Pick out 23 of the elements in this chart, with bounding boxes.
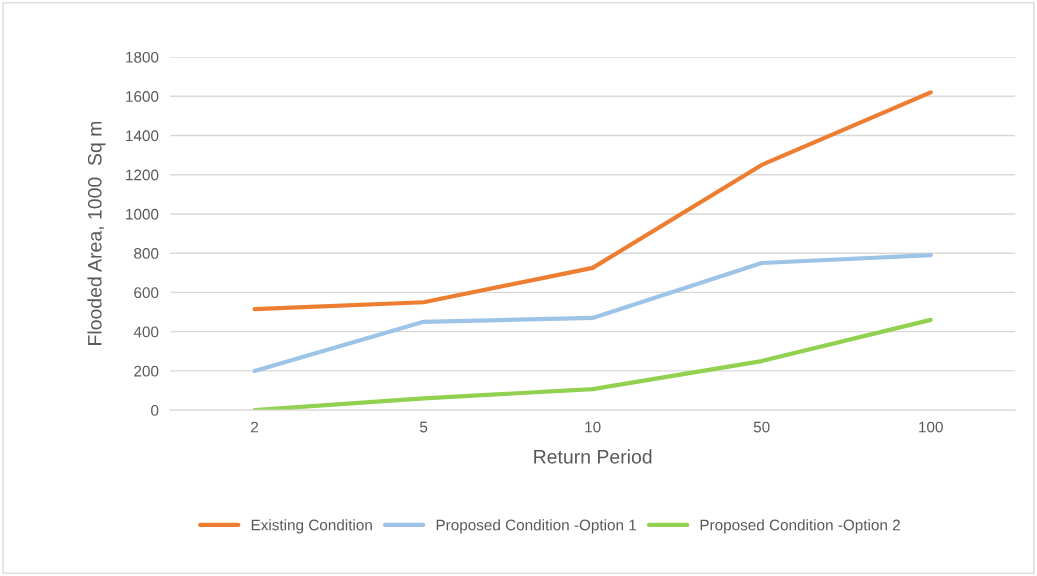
x-axis-title: Return Period [534, 449, 652, 464]
y-tick-label: 1600 [126, 91, 159, 102]
legend-label: Proposed Condition -Option 2 [700, 519, 900, 534]
y-axis-title: Flooded Area, 1000 Sq m [87, 121, 106, 345]
y-tick-label: 200 [134, 365, 159, 377]
y-tick-label: 1400 [126, 130, 159, 142]
y-tick-label: 1000 [126, 208, 159, 220]
y-tick-label: 600 [134, 287, 159, 299]
line-series [252, 317, 933, 411]
y-tick-label: 1200 [126, 169, 159, 181]
x-tick-label: 50 [753, 421, 770, 433]
x-tick-label: 5 [419, 421, 428, 433]
legend-label: Proposed Condition -Option 1 [436, 519, 637, 534]
legend-label: Existing Condition [251, 519, 372, 534]
line-series [252, 253, 933, 373]
x-tick-label: 2 [251, 421, 259, 433]
y-tick-label: 400 [133, 326, 159, 338]
y-tick-label: 1800 [126, 51, 159, 63]
y-tick-label: 0 [151, 404, 159, 416]
y-tick-label: 800 [134, 248, 159, 259]
x-tick-label: 100 [919, 421, 943, 433]
x-tick-label: 10 [585, 421, 601, 433]
line-series [252, 90, 933, 312]
